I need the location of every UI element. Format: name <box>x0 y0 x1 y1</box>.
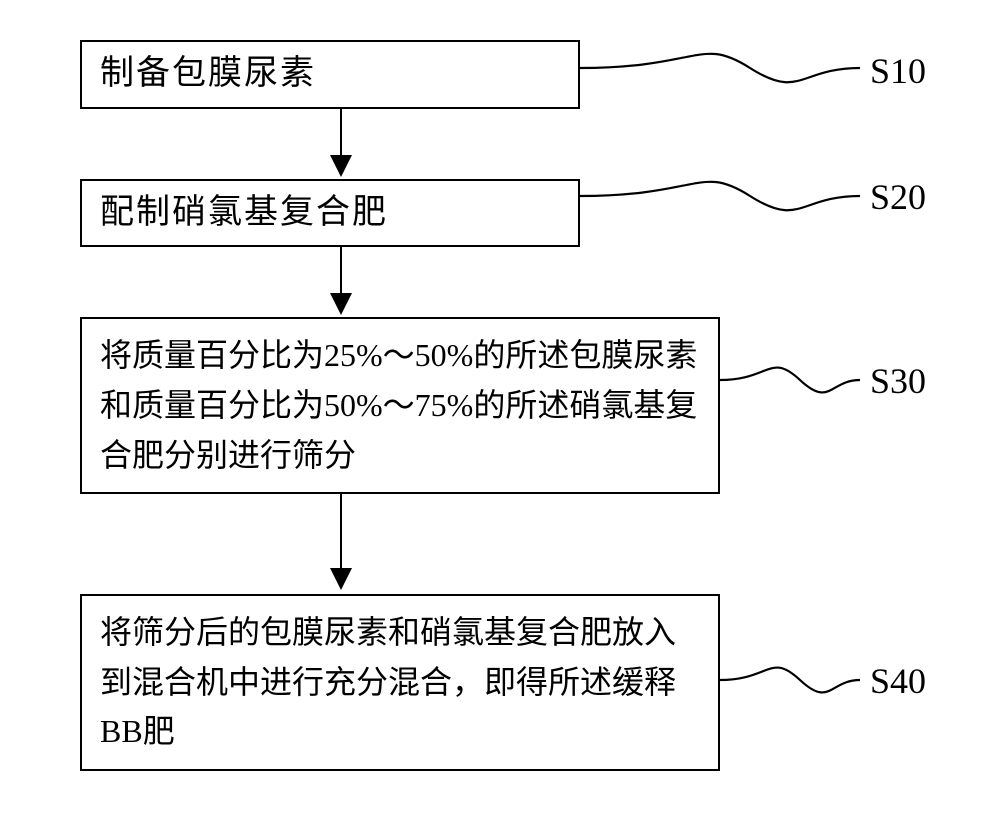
label-s10: S10 <box>870 50 926 92</box>
arrow-s10-s20 <box>80 109 720 179</box>
arrow-s20-s30 <box>80 247 720 317</box>
arrow-line-icon <box>340 494 342 570</box>
step-s40-box: 将筛分后的包膜尿素和硝氯基复合肥放入到混合机中进行充分混合，即得所述缓释BB肥 <box>80 594 720 771</box>
step-s10-box: 制备包膜尿素 <box>80 40 580 109</box>
arrow-s30-s40 <box>80 494 720 594</box>
arrow-line-icon <box>340 109 342 157</box>
step-s20-text: 配制硝氯基复合肥 <box>100 194 388 231</box>
flowchart-container: 制备包膜尿素 配制硝氯基复合肥 将质量百分比为25%～50%的所述包膜尿素和质量… <box>80 40 720 771</box>
step-s30-box: 将质量百分比为25%～50%的所述包膜尿素和质量百分比为50%～75%的所述硝氯… <box>80 317 720 494</box>
connector-s30 <box>720 352 870 408</box>
step-s40-text: 将筛分后的包膜尿素和硝氯基复合肥放入到混合机中进行充分混合，即得所述缓释BB肥 <box>100 614 676 749</box>
label-s20: S20 <box>870 176 926 218</box>
arrow-head-icon <box>330 155 352 177</box>
label-s30: S30 <box>870 360 926 402</box>
step-s30-text: 将质量百分比为25%～50%的所述包膜尿素和质量百分比为50%～75%的所述硝氯… <box>100 337 697 472</box>
arrow-head-icon <box>330 568 352 590</box>
step-s10-text: 制备包膜尿素 <box>100 55 316 92</box>
connector-s40 <box>720 652 870 708</box>
arrow-line-icon <box>340 247 342 295</box>
arrow-head-icon <box>330 293 352 315</box>
step-s20-box: 配制硝氯基复合肥 <box>80 179 580 248</box>
label-s40: S40 <box>870 660 926 702</box>
